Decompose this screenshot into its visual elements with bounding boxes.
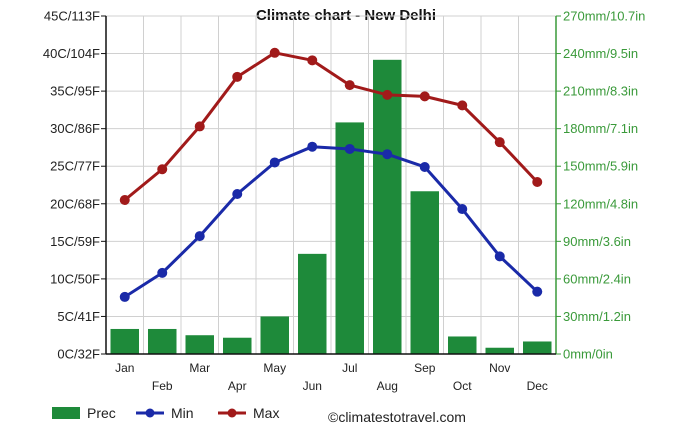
min-temp-point: [532, 286, 543, 297]
min-temp-point: [194, 231, 205, 242]
max-temp-point: [232, 71, 243, 82]
min-temp-point: [269, 157, 280, 168]
left-tick-label: 30C/86F: [50, 121, 100, 136]
max-temp-point: [119, 195, 130, 206]
right-tick-label: 150mm/5.9in: [563, 159, 638, 174]
credit-text: ©climatestotravel.com: [328, 409, 466, 425]
x-tick-label: Dec: [527, 379, 548, 393]
x-tick-label: Aug: [377, 379, 398, 393]
x-tick-label: Sep: [414, 361, 436, 375]
right-tick-label: 0mm/0in: [563, 347, 613, 362]
precip-bar-nov: [485, 347, 514, 354]
right-tick-label: 240mm/9.5in: [563, 46, 638, 61]
left-tick-label: 20C/68F: [50, 196, 100, 211]
right-tick-label: 120mm/4.8in: [563, 196, 638, 211]
precip-bar-dec: [523, 341, 552, 354]
precip-bar-jul: [335, 122, 364, 354]
x-axis-ticks: Jan Feb Mar Apr May Jun Jul Aug Sep Oct Nov Dec: [115, 361, 548, 393]
legend-prec-swatch: [52, 407, 80, 419]
left-tick-label: 45C/113F: [44, 9, 100, 24]
right-tick-label: 30mm/1.2in: [563, 309, 631, 324]
right-tick-label: 210mm/8.3in: [563, 84, 638, 99]
legend-min-marker: [145, 408, 155, 418]
precip-bar-feb: [148, 328, 177, 354]
min-temp-line: [123, 145, 539, 299]
left-tick-label: 5C/41F: [57, 309, 100, 324]
precip-bar-oct: [448, 336, 477, 354]
precip-bar-aug: [373, 59, 402, 354]
legend-max-marker: [227, 408, 237, 418]
x-tick-label: May: [263, 361, 286, 375]
precip-bar-jun: [298, 253, 327, 354]
x-tick-label: Apr: [228, 379, 247, 393]
legend-min-label: Min: [171, 405, 194, 421]
left-tick-label: 25C/77F: [50, 159, 100, 174]
right-axis-ticks: 0mm/0in 30mm/1.2in 60mm/2.4in 90mm/3.6in 120…: [556, 9, 645, 362]
max-temp-line: [123, 51, 539, 202]
max-temp-point: [194, 121, 205, 132]
x-tick-label: Jun: [303, 379, 322, 393]
right-tick-label: 180mm/7.1in: [563, 121, 638, 136]
right-tick-label: 90mm/3.6in: [563, 234, 631, 249]
min-temp-point: [494, 251, 505, 262]
x-tick-label: Nov: [489, 361, 510, 375]
precip-bar-apr: [223, 337, 252, 354]
max-temp-point: [494, 137, 505, 148]
precipitation-bars: [110, 59, 552, 354]
x-tick-label: Oct: [453, 379, 472, 393]
max-temp-point: [457, 100, 468, 111]
x-tick-label: Jan: [115, 361, 134, 375]
precip-bar-may: [260, 316, 289, 354]
max-temp-point: [419, 91, 430, 102]
max-temp-point: [344, 80, 355, 91]
max-temp-point: [269, 47, 280, 58]
left-tick-label: 10C/50F: [50, 271, 100, 286]
max-temp-point: [382, 89, 393, 100]
plot-axes: [105, 16, 557, 355]
left-tick-label: 15C/59F: [50, 234, 100, 249]
x-tick-label: Feb: [152, 379, 173, 393]
max-temp-point: [157, 164, 168, 175]
left-tick-label: 0C/32F: [57, 347, 100, 362]
min-temp-point: [344, 143, 355, 154]
legend-prec-label: Prec: [87, 405, 116, 421]
min-temp-point: [232, 189, 243, 200]
legend: Prec Min Max: [52, 405, 279, 421]
min-temp-point: [382, 149, 393, 160]
x-tick-label: Jul: [342, 361, 357, 375]
grid-lines: [105, 15, 557, 355]
precip-bar-jan: [110, 328, 139, 354]
left-tick-label: 35C/95F: [50, 84, 100, 99]
temperature-lines: [119, 47, 543, 302]
min-temp-point: [157, 267, 168, 278]
min-temp-point: [419, 161, 430, 172]
legend-max-label: Max: [253, 405, 279, 421]
min-temp-point: [307, 141, 318, 152]
right-tick-label: 270mm/10.7in: [563, 9, 645, 24]
min-temp-point: [457, 204, 468, 215]
left-tick-label: 40C/104F: [43, 46, 100, 61]
max-temp-point: [532, 176, 543, 187]
precip-bar-sep: [410, 191, 439, 354]
x-tick-label: Mar: [189, 361, 210, 375]
min-temp-point: [119, 291, 130, 302]
right-tick-label: 60mm/2.4in: [563, 271, 631, 286]
max-temp-point: [307, 55, 318, 66]
left-axis-ticks: 0C/32F 5C/41F 10C/50F 15C/59F 20C/68F 25C/77F…: [43, 9, 106, 362]
precip-bar-mar: [185, 335, 214, 354]
